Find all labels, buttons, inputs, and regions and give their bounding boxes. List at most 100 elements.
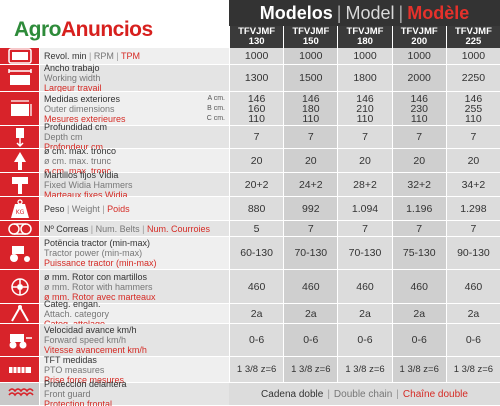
value-cell: 7 bbox=[445, 126, 500, 148]
title-sep: | bbox=[336, 2, 342, 23]
value-cell: 2a bbox=[229, 304, 284, 323]
value-cells: 1000 1000 1000 1000 1000 bbox=[229, 48, 500, 64]
depth-icon bbox=[0, 126, 40, 148]
value-cell: 1 3/8 z=6 bbox=[391, 357, 446, 382]
value-cell: 90-130 bbox=[445, 237, 500, 269]
value-cell: 1.094 bbox=[337, 197, 392, 220]
value-cell: 7 bbox=[391, 126, 446, 148]
value-cell: 1.298 bbox=[445, 197, 500, 220]
model-header: TFVJMF 150 bbox=[283, 26, 338, 48]
table-row: Ancho trabajo Working width Largeur travai… bbox=[0, 63, 500, 93]
row-label: Protección delantera Front guard Protectio… bbox=[40, 379, 229, 406]
value-cell: 2a bbox=[391, 304, 446, 323]
value-cell: 5 bbox=[229, 221, 284, 236]
table-row: TFT medidas PTO measures Prise force mesur… bbox=[0, 355, 500, 385]
table-row: Profundidad cm Depth cm Profondeur cm 7 7 7 7 7 bbox=[0, 122, 500, 152]
table-row: Protección delantera Front guard Protectio… bbox=[0, 379, 500, 406]
value-cell: 7 bbox=[337, 221, 392, 236]
table-row: Nº Correas | Num. Belts | Num. Courroies… bbox=[0, 221, 500, 237]
value-cells: 460 460 460 460 460 bbox=[229, 270, 500, 303]
merged-value-cell: Cadena doble | Double chain | Chaîne double bbox=[229, 383, 500, 405]
hitch-icon bbox=[0, 304, 40, 323]
table-row: KG Peso | Weight | Poids 880 992 1.094 1.196 1… bbox=[0, 197, 500, 221]
value-cell: 28+2 bbox=[337, 173, 392, 196]
trunk-icon bbox=[0, 149, 40, 172]
row-label: Revol. min | RPM | TPM bbox=[40, 48, 229, 64]
tractor-power-icon bbox=[0, 237, 40, 269]
weight-icon: KG bbox=[0, 197, 40, 220]
value-cell: 7 bbox=[283, 221, 338, 236]
value-cell: 2a bbox=[445, 304, 500, 323]
table-row: Velocidad avance km/h Forward speed km/h V… bbox=[0, 324, 500, 357]
value-cell: 0-6 bbox=[337, 324, 392, 356]
value-cell: 1.196 bbox=[391, 197, 446, 220]
value-cells: 20 20 20 20 20 bbox=[229, 149, 500, 172]
model-headers: TFVJMF 130 TFVJMF 150 TFVJMF 180 TFVJMF … bbox=[229, 26, 500, 48]
value-cell: 70-130 bbox=[283, 237, 338, 269]
table-row: Categ. engan.Attach. categoryCateg. atte… bbox=[0, 299, 500, 329]
value-cell: 992 bbox=[283, 197, 338, 220]
value-cell: 2a bbox=[337, 304, 392, 323]
row-label: Profundidad cm Depth cm Profondeur cm bbox=[40, 122, 229, 152]
value-cell: 70-130 bbox=[337, 237, 392, 269]
value-cell: 1000 bbox=[391, 48, 446, 64]
value-cell: 146 210 110 bbox=[337, 92, 392, 125]
hammer-icon bbox=[0, 173, 40, 196]
value-cell: 7 bbox=[337, 126, 392, 148]
value-cells: 1 3/8 z=6 1 3/8 z=6 1 3/8 z=6 1 3/8 z=6 1 3/… bbox=[229, 357, 500, 382]
value-cells: 20+2 24+2 28+2 32+2 34+2 bbox=[229, 173, 500, 196]
front-guard-icon bbox=[0, 383, 40, 405]
table-row: ø cm. max. tronco ø cm. max. trunc ø cm. m… bbox=[0, 146, 500, 176]
value-cell: 1 3/8 z=6 bbox=[337, 357, 392, 382]
rotor-hammers-icon bbox=[0, 270, 40, 303]
value-cell: 146 180 110 bbox=[283, 92, 338, 125]
value-cell: 34+2 bbox=[445, 173, 500, 196]
value-cell: 2000 bbox=[391, 65, 446, 91]
forward-speed-icon bbox=[0, 324, 40, 356]
value-cell: 1000 bbox=[283, 48, 338, 64]
value-cell: 7 bbox=[445, 221, 500, 236]
table-row: ø mm. Rotor con martillos ø mm. Rotor wit… bbox=[0, 270, 500, 304]
value-cell: 0-6 bbox=[445, 324, 500, 356]
value-cell: 7 bbox=[283, 126, 338, 148]
value-cell: 1800 bbox=[337, 65, 392, 91]
value-cell: 1 3/8 z=6 bbox=[229, 357, 284, 382]
table-row: Revol. min | RPM | TPM 1000 1000 1000 1000 10… bbox=[0, 48, 500, 65]
value-cells: 2a 2a 2a 2a 2a bbox=[229, 304, 500, 323]
value-cells: 1300 1500 1800 2000 2250 bbox=[229, 65, 500, 91]
value-cell: 1500 bbox=[283, 65, 338, 91]
logo: AgroAnuncios bbox=[14, 18, 153, 41]
value-cell: 32+2 bbox=[391, 173, 446, 196]
title-en: Model bbox=[345, 2, 395, 23]
model-header: TFVJMF 130 bbox=[229, 26, 284, 48]
svg-text:KG: KG bbox=[15, 209, 24, 216]
value-cell: 0-6 bbox=[229, 324, 284, 356]
value-cell: 460 bbox=[337, 270, 392, 303]
row-label: Medidas exteriores Outer dimensions Mesure… bbox=[40, 92, 229, 125]
value-cell: 2a bbox=[283, 304, 338, 323]
value-cell: 880 bbox=[229, 197, 284, 220]
row-label: Velocidad avance km/h Forward speed km/h V… bbox=[40, 324, 229, 356]
outer-dimensions-icon bbox=[0, 92, 40, 125]
value-cell: 460 bbox=[391, 270, 446, 303]
row-label: Ancho trabajo Working width Largeur travai… bbox=[40, 63, 229, 93]
pto-icon bbox=[0, 357, 40, 382]
header: AgroAnuncios Modelos | Model | Modèle TF… bbox=[0, 0, 500, 48]
value-cell: 1300 bbox=[229, 65, 284, 91]
value-cell: 20 bbox=[391, 149, 446, 172]
row-label: ø cm. max. tronco ø cm. max. trunc ø cm. m… bbox=[40, 146, 229, 176]
value-cells: 60-130 70-130 70-130 75-130 90-130 bbox=[229, 237, 500, 269]
value-cell: 1000 bbox=[337, 48, 392, 64]
table-row: Potëncia tractor (min-max) Tractor power … bbox=[0, 237, 500, 270]
value-cell: 1000 bbox=[445, 48, 500, 64]
value-cell: 1000 bbox=[229, 48, 284, 64]
title-es: Modelos bbox=[259, 2, 333, 23]
value-cell: 7 bbox=[229, 126, 284, 148]
row-label: TFT medidas PTO measures Prise force mesur… bbox=[40, 355, 229, 385]
value-cell: 20 bbox=[229, 149, 284, 172]
value-cell: 460 bbox=[445, 270, 500, 303]
row-label: Peso | Weight | Poids bbox=[40, 197, 229, 220]
value-cells: 0-6 0-6 0-6 0-6 0-6 bbox=[229, 324, 500, 356]
